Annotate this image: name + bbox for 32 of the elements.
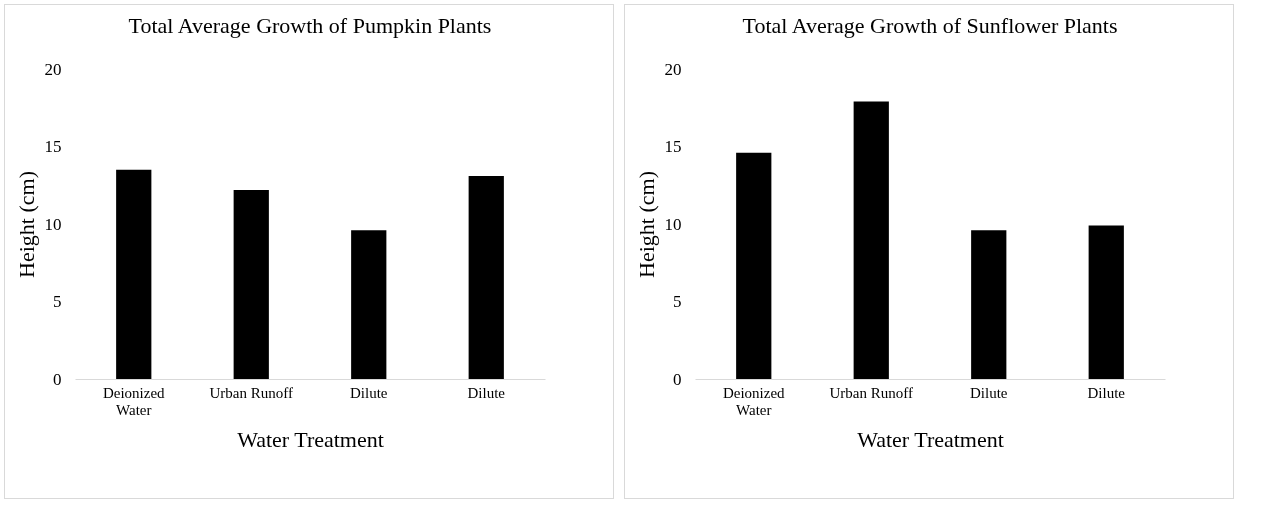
bar: [233, 189, 269, 379]
y-tick-label: 5: [53, 292, 62, 311]
bar: [971, 230, 1007, 379]
x-tick-label: Dilute: [1087, 384, 1126, 401]
bar: [351, 230, 387, 379]
y-tick-label: 10: [44, 214, 62, 234]
x-tick-label: Deionized Water: [722, 384, 786, 418]
x-tick-label: Dilute: [350, 384, 388, 401]
y-tick-label: 20: [44, 59, 62, 79]
bar: [736, 152, 772, 379]
y-tick-label: 15: [44, 137, 62, 156]
x-tick-label: Urban Runoff: [209, 384, 293, 401]
x-axis-title: Water Treatment: [857, 426, 1004, 452]
bar: [116, 169, 152, 379]
x-tick-label: Dilute: [970, 384, 1008, 401]
y-tick-label: 0: [53, 369, 62, 389]
x-axis-title: Water Treatment: [237, 426, 384, 452]
y-tick-label: 0: [673, 369, 682, 389]
x-tick-label: Dilute: [467, 384, 506, 401]
y-axis-title: Height (cm): [633, 171, 659, 278]
bar: [853, 101, 889, 379]
bar: [468, 175, 504, 379]
y-tick-label: 20: [664, 59, 682, 79]
x-tick-label: Deionized Water: [102, 384, 166, 418]
y-tick-label: 10: [664, 214, 682, 234]
x-tick-label: Urban Runoff: [829, 384, 913, 401]
y-axis-title: Height (cm): [13, 171, 39, 278]
chart-title: Total Average Growth of Pumpkin Plants: [128, 13, 492, 38]
chart-title: Total Average Growth of Sunflower Plants: [742, 13, 1118, 38]
bar: [1088, 225, 1124, 379]
y-tick-label: 5: [673, 292, 682, 311]
y-tick-label: 15: [664, 137, 682, 156]
